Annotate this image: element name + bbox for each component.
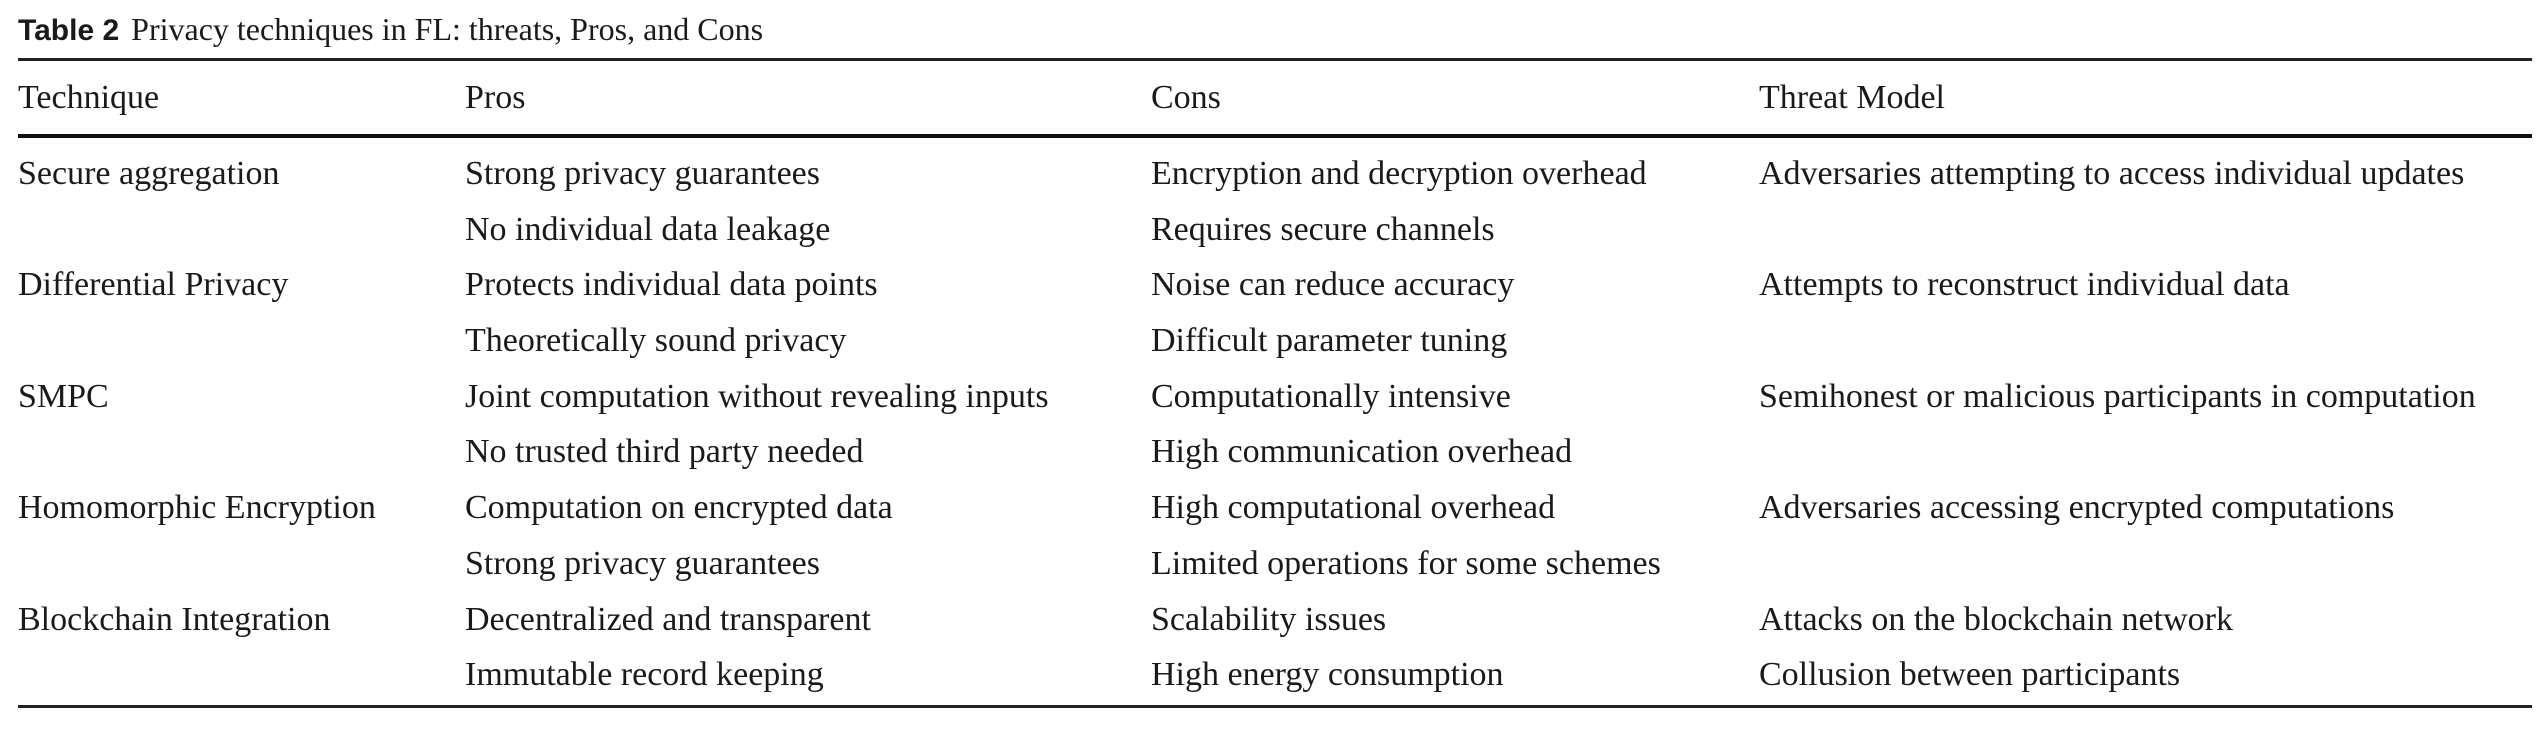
technique-cell	[18, 647, 465, 703]
header-cons: Cons	[1151, 79, 1221, 116]
cons-cell: Difficult parameter tuning	[1151, 322, 1508, 360]
threat-model-cell: Attacks on the blockchain network	[1759, 600, 2233, 638]
table-row: Strong privacy guarantees Limited operati…	[18, 536, 2532, 592]
cons-cell: Noise can reduce accuracy	[1151, 266, 1515, 304]
pros-cell: Protects individual data points	[465, 266, 878, 304]
technique-cell: Differential Privacy	[18, 266, 289, 304]
table-header-row: Technique Pros Cons Threat Model	[18, 61, 2532, 134]
table-row: Blockchain Integration Decentralized and …	[18, 592, 2532, 648]
table-row: No individual data leakage Requires secur…	[18, 202, 2532, 258]
threat-model-cell	[1759, 424, 2532, 480]
technique-cell	[18, 424, 465, 480]
threat-model-cell: Adversaries accessing encrypted computat…	[1759, 489, 2395, 527]
table-caption-text: Privacy techniques in FL: threats, Pros,…	[131, 11, 764, 47]
table-header-rule	[18, 134, 2532, 138]
table-row: Secure aggregation Strong privacy guarant…	[18, 146, 2532, 202]
pros-cell: No trusted third party needed	[465, 433, 864, 471]
threat-model-cell: Collusion between participants	[1759, 656, 2181, 694]
threat-model-cell: Adversaries attempting to access individ…	[1759, 155, 2465, 192]
threat-model-cell	[1759, 536, 2532, 592]
threat-model-cell	[1759, 202, 2532, 258]
table-bottom-rule	[18, 704, 2532, 708]
table-label: Table 2	[18, 14, 120, 47]
threat-model-cell: Attempts to reconstruct individual data	[1759, 266, 2290, 304]
table-row: Theoretically sound privacy Difficult par…	[18, 313, 2532, 369]
technique-cell	[18, 202, 465, 258]
cons-cell: Limited operations for some schemes	[1151, 544, 1661, 582]
cons-cell: Scalability issues	[1151, 600, 1387, 638]
pros-cell: Theoretically sound privacy	[465, 322, 847, 360]
table-caption: Table 2 Privacy techniques in FL: threats…	[18, 0, 2532, 58]
technique-cell: Blockchain Integration	[18, 600, 331, 638]
table-row: No trusted third party needed High commun…	[18, 424, 2532, 480]
cons-cell: High communication overhead	[1151, 433, 1573, 471]
cons-cell: Computationally intensive	[1151, 377, 1511, 415]
pros-cell: Strong privacy guarantees	[465, 544, 820, 582]
table-row: Immutable record keeping High energy cons…	[18, 647, 2532, 703]
table-container: Table 2 Privacy techniques in FL: threats…	[18, 0, 2532, 708]
technique-cell: Homomorphic Encryption	[18, 489, 376, 527]
header-threat-model: Threat Model	[1759, 79, 1945, 116]
technique-cell: SMPC	[18, 377, 109, 415]
cons-cell: High computational overhead	[1151, 489, 1556, 527]
pros-cell: Immutable record keeping	[465, 656, 824, 694]
header-pros: Pros	[465, 79, 526, 116]
pros-cell: Computation on encrypted data	[465, 489, 893, 527]
table-row: SMPC Joint computation without revealing …	[18, 369, 2532, 425]
pros-cell: Strong privacy guarantees	[465, 155, 820, 192]
table-body: Secure aggregation Strong privacy guarant…	[18, 138, 2532, 705]
technique-cell	[18, 313, 465, 369]
header-technique: Technique	[18, 79, 160, 116]
table-row: Differential Privacy Protects individual …	[18, 257, 2532, 313]
table-row: Homomorphic Encryption Computation on enc…	[18, 480, 2532, 536]
cons-cell: Requires secure channels	[1151, 210, 1495, 248]
technique-cell	[18, 536, 465, 592]
technique-cell: Secure aggregation	[18, 155, 280, 192]
threat-model-cell	[1759, 313, 2532, 369]
pros-cell: No individual data leakage	[465, 210, 831, 248]
cons-cell: Encryption and decryption overhead	[1151, 155, 1647, 192]
pros-cell: Decentralized and transparent	[465, 600, 871, 638]
cons-cell: High energy consumption	[1151, 656, 1504, 694]
pros-cell: Joint computation without revealing inpu…	[465, 377, 1049, 415]
table-top-rule	[18, 58, 2532, 61]
threat-model-cell: Semihonest or malicious participants in …	[1759, 377, 2476, 415]
